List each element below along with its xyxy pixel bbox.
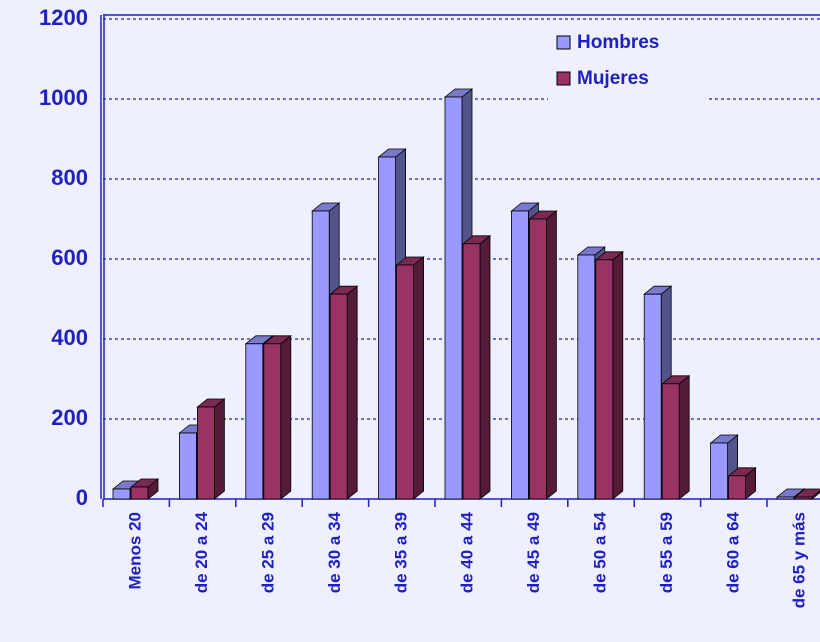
bar [462, 243, 481, 500]
bar [510, 210, 529, 500]
x-tick-label: Menos 20 [126, 512, 145, 589]
bar [112, 488, 131, 500]
y-tick-label: 1000 [39, 85, 88, 110]
bar [794, 496, 813, 500]
x-tick-label: de 65 y más [790, 512, 809, 608]
y-tick-label: 600 [51, 245, 88, 270]
bar [661, 383, 680, 500]
x-tick-label: de 55 a 59 [657, 512, 676, 593]
bar [728, 475, 746, 500]
x-tick-label: de 60 a 64 [723, 511, 742, 593]
bar-side [612, 250, 624, 500]
y-tick-label: 0 [76, 485, 88, 510]
bar [529, 218, 547, 500]
x-tick-label: de 20 a 24 [192, 511, 211, 593]
legend-swatch [556, 71, 571, 86]
bar [263, 343, 282, 500]
bar [595, 259, 614, 500]
bar [245, 343, 264, 500]
bar [643, 293, 662, 500]
y-tick-label: 1200 [39, 5, 88, 30]
bar-side [346, 285, 358, 500]
bar [130, 486, 149, 500]
y-tick-label: 800 [51, 165, 88, 190]
bar [329, 293, 348, 500]
x-tick-label: de 40 a 44 [458, 511, 477, 593]
bar [710, 442, 728, 500]
x-tick-label: de 35 a 39 [391, 512, 410, 593]
y-tick-label: 200 [51, 405, 88, 430]
bar-side [678, 374, 690, 500]
x-tick-label: de 25 a 29 [258, 512, 277, 593]
x-tick-label: de 45 a 49 [524, 512, 543, 593]
legend-swatch [556, 35, 571, 50]
bar-side [479, 234, 491, 500]
bar [378, 156, 397, 500]
bar [178, 432, 197, 500]
legend-label: Mujeres [577, 68, 649, 89]
bar [311, 210, 330, 500]
bar-side [546, 210, 557, 500]
bar [776, 496, 795, 500]
x-tick-label: de 30 a 34 [325, 511, 344, 593]
bar-side [280, 334, 292, 500]
bar [196, 406, 215, 500]
bar-side [413, 256, 425, 500]
legend-label: Hombres [577, 32, 659, 53]
bar [396, 264, 415, 500]
x-tick-label: de 50 a 54 [590, 511, 609, 593]
bar [577, 254, 596, 500]
bar-side [213, 398, 225, 500]
bar [444, 96, 463, 500]
y-tick-label: 400 [51, 325, 88, 350]
legend-box [548, 24, 706, 100]
